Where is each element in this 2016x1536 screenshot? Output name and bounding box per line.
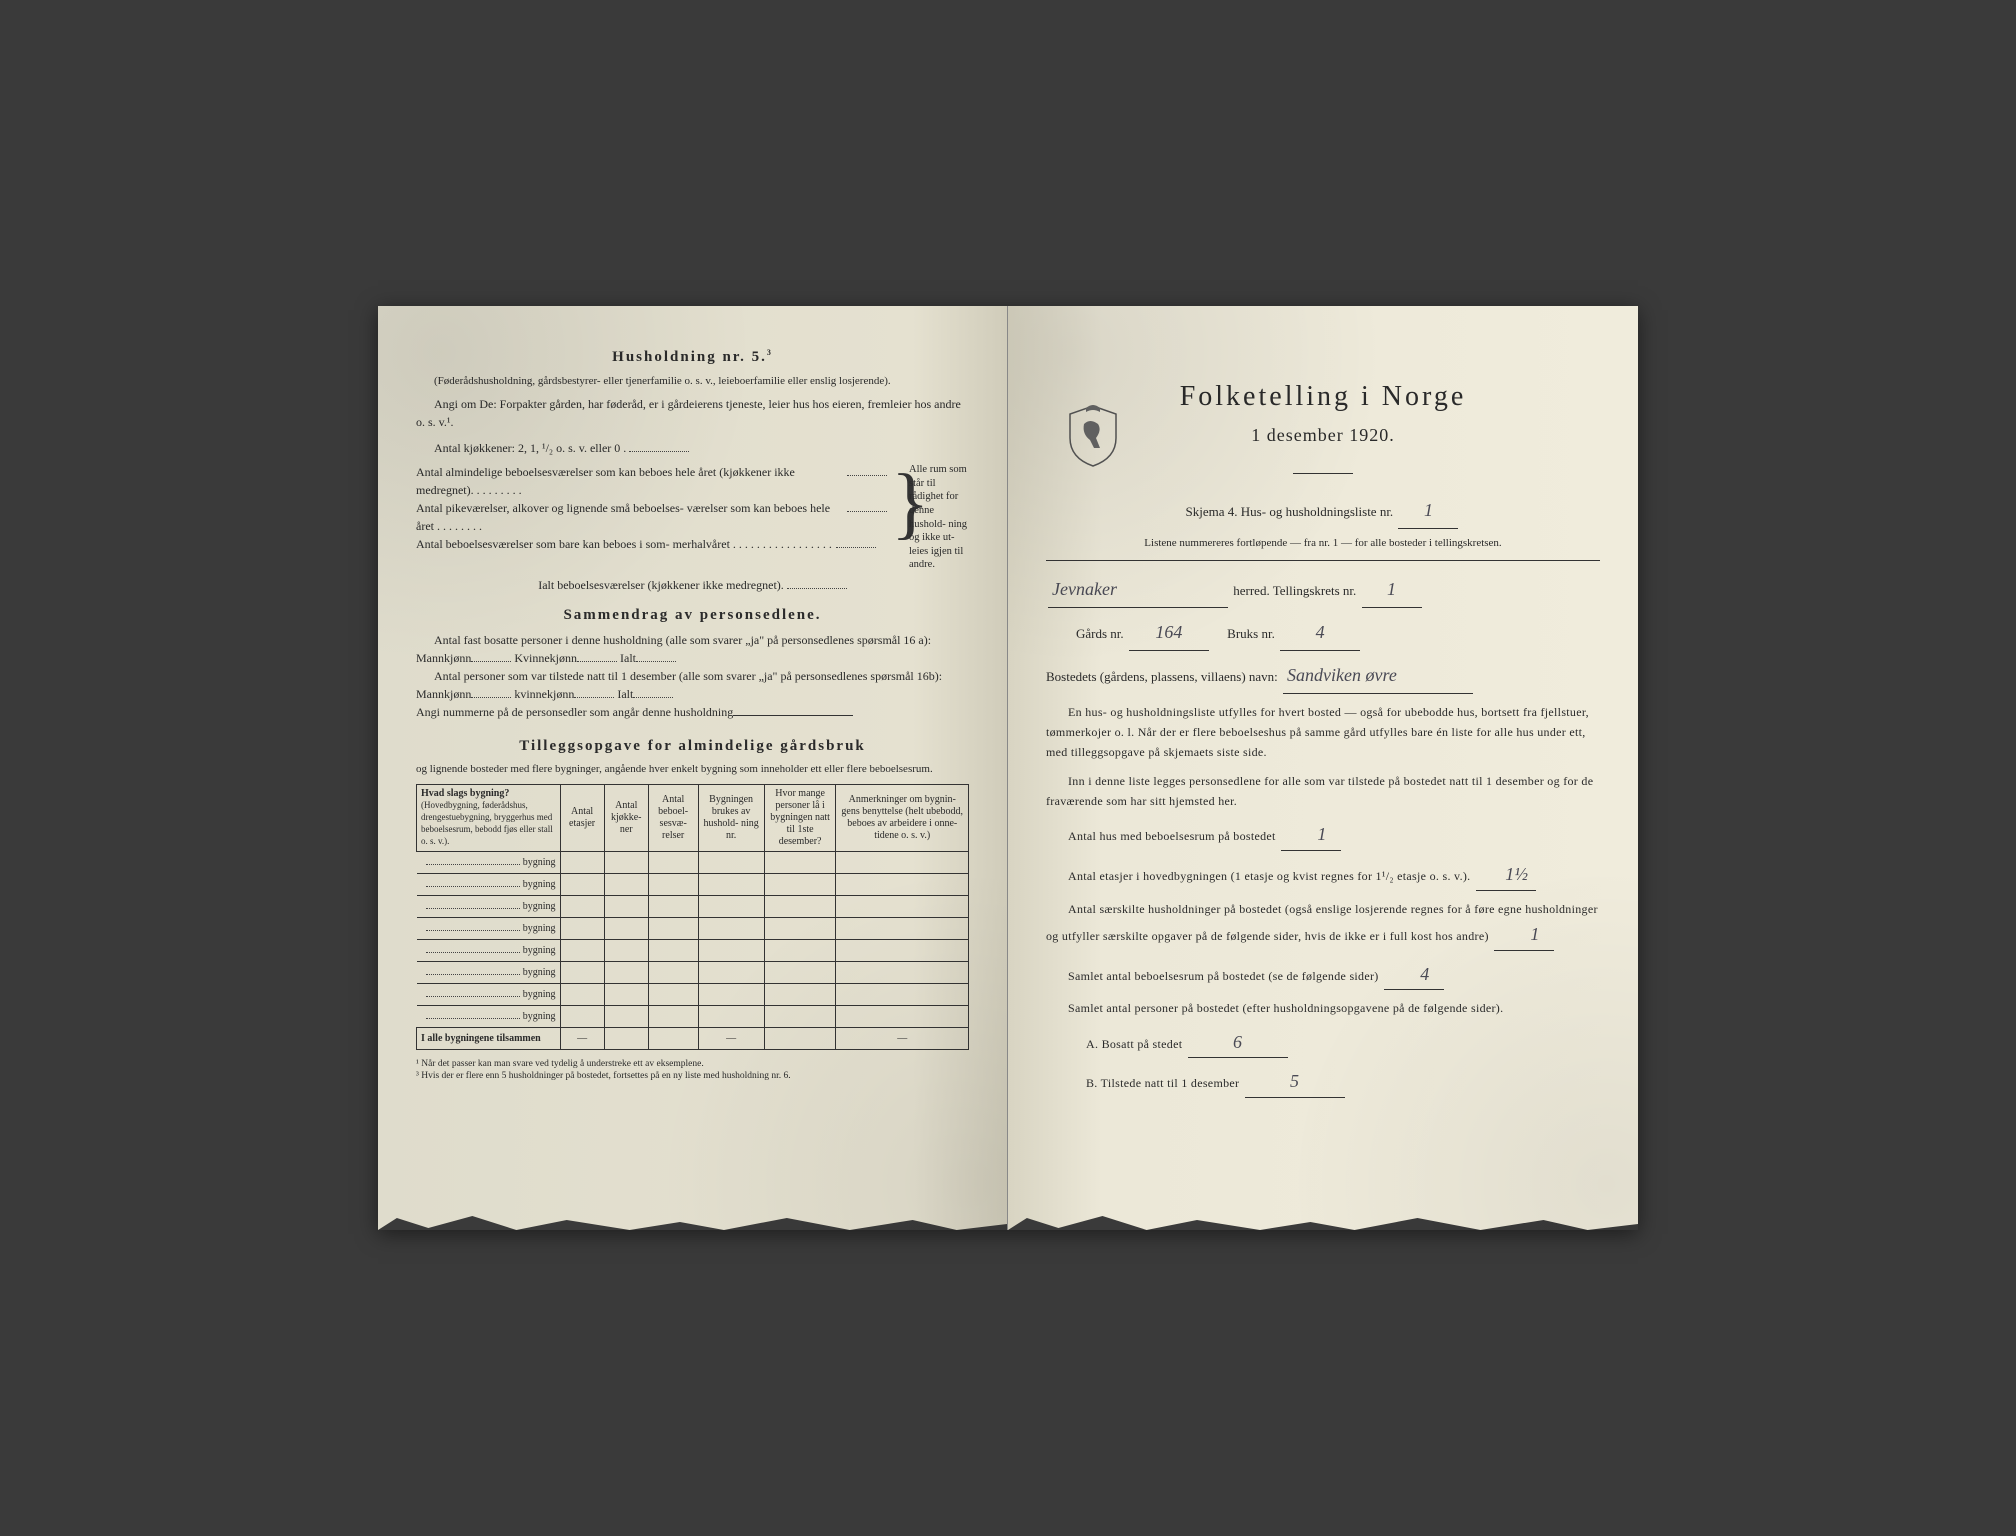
th-etasjer: Antal etasjer bbox=[560, 784, 604, 851]
table-row: bygning bbox=[417, 939, 969, 961]
torn-edge bbox=[378, 1210, 1007, 1230]
table-row: bygning bbox=[417, 917, 969, 939]
th-type: Hvad slags bygning? (Hovedbygning, føder… bbox=[417, 784, 561, 851]
table-row: bygning bbox=[417, 895, 969, 917]
torn-edge-right bbox=[1008, 1210, 1638, 1230]
field-krets-nr: 1 bbox=[1362, 571, 1422, 608]
table-row: bygning bbox=[417, 851, 969, 873]
divider-2 bbox=[1046, 560, 1600, 561]
field-aa: 6 bbox=[1188, 1027, 1288, 1059]
field-a3: 1 bbox=[1494, 919, 1554, 951]
field-skjema-nr: 1 bbox=[1398, 492, 1458, 529]
sub-foderads: (Føderådshusholdning, gårdsbestyrer- ell… bbox=[416, 373, 969, 390]
sub-tillegg: og lignende bosteder med flere bygninger… bbox=[416, 761, 969, 778]
field-a4: 4 bbox=[1384, 959, 1444, 991]
th-beboelse: Antal beboel- sesvæ- relser bbox=[648, 784, 698, 851]
left-page: Husholdning nr. 5.3 (Føderådshusholdning… bbox=[378, 306, 1008, 1230]
table-row: bygning bbox=[417, 983, 969, 1005]
q4-line: Samlet antal beboelsesrum på bostedet (s… bbox=[1046, 959, 1600, 991]
footnote-2: ³ Hvis der er flere enn 5 husholdninger … bbox=[416, 1070, 969, 1082]
ialt-row: Ialt beboelsesværelser (kjøkkener ikke m… bbox=[416, 576, 969, 594]
heading-husholdning: Husholdning nr. 5.3 bbox=[416, 346, 969, 369]
divider bbox=[1293, 473, 1353, 474]
field-a2: 1½ bbox=[1476, 859, 1536, 891]
field-a1: 1 bbox=[1281, 819, 1341, 851]
title-date: 1 desember 1920. bbox=[1046, 422, 1600, 449]
right-page: Folketelling i Norge 1 desember 1920. Sk… bbox=[1008, 306, 1638, 1230]
herred-line: Jevnaker herred. Tellingskrets nr. 1 bbox=[1046, 571, 1600, 608]
heading-tillegg: Tilleggsopgave for almindelige gårdsbruk bbox=[416, 735, 969, 758]
sd-line-1: Antal fast bosatte personer i denne hush… bbox=[416, 631, 969, 667]
para-1: En hus- og husholdningsliste utfylles fo… bbox=[1046, 702, 1600, 763]
sd-line-2: Antal personer som var tilstede natt til… bbox=[416, 667, 969, 703]
para-2: Inn i denne liste legges personsedlene f… bbox=[1046, 771, 1600, 812]
q2-line: Antal etasjer i hovedbygningen (1 etasje… bbox=[1046, 859, 1600, 891]
brace-row-1: Antal almindelige beboelsesværelser som … bbox=[416, 463, 887, 499]
table-row: bygning bbox=[417, 873, 969, 895]
skjema-line: Skjema 4. Hus- og husholdningsliste nr. … bbox=[1046, 492, 1600, 529]
field-ab: 5 bbox=[1245, 1066, 1345, 1098]
field-herred: Jevnaker bbox=[1048, 571, 1228, 608]
table-row: bygning bbox=[417, 1005, 969, 1027]
coat-of-arms-icon bbox=[1066, 404, 1120, 468]
title-main: Folketelling i Norge bbox=[1046, 376, 1600, 418]
footnote-1: ¹ Når det passer kan man svare ved tydel… bbox=[416, 1058, 969, 1070]
th-brukes: Bygningen brukes av hushold- ning nr. bbox=[698, 784, 764, 851]
qa-line: A. Bosatt på stedet 6 bbox=[1046, 1027, 1600, 1059]
brace-row-3: Antal beboelsesværelser som bare kan beb… bbox=[416, 535, 887, 553]
field-bruks-nr: 4 bbox=[1280, 614, 1360, 651]
listene-note: Listene nummereres fortløpende — fra nr.… bbox=[1046, 535, 1600, 552]
gards-line: Gårds nr. 164 Bruks nr. 4 bbox=[1046, 614, 1600, 651]
qb-line: B. Tilstede natt til 1 desember 5 bbox=[1046, 1066, 1600, 1098]
q3-line: Antal særskilte husholdninger på bostede… bbox=[1046, 899, 1600, 951]
footnotes: ¹ Når det passer kan man svare ved tydel… bbox=[416, 1058, 969, 1083]
curly-brace-icon: } bbox=[891, 463, 905, 572]
field-gards-nr: 164 bbox=[1129, 614, 1209, 651]
bygning-table: Hvad slags bygning? (Hovedbygning, føder… bbox=[416, 784, 969, 1050]
brace-block: Antal almindelige beboelsesværelser som … bbox=[416, 463, 969, 572]
sd-line-3: Angi nummerne på de personsedler som ang… bbox=[416, 703, 969, 721]
field-bosted: Sandviken øvre bbox=[1283, 657, 1473, 694]
total-label: I alle bygningene tilsammen bbox=[417, 1027, 561, 1049]
th-kjokkener: Antal kjøkke- ner bbox=[604, 784, 648, 851]
document-spread: Husholdning nr. 5.3 (Føderådshusholdning… bbox=[378, 306, 1638, 1230]
table-row: bygning bbox=[417, 961, 969, 983]
th-personer: Hvor mange personer lå i bygningen natt … bbox=[764, 784, 836, 851]
q5-line: Samlet antal personer på bostedet (efter… bbox=[1046, 998, 1600, 1018]
line-kjokkener: Antal kjøkkener: 2, 1, ¹/₂ o. s. v. elle… bbox=[416, 439, 969, 457]
q1-line: Antal hus med beboelsesrum på bostedet 1 bbox=[1046, 819, 1600, 851]
bosted-line: Bostedets (gårdens, plassens, villaens) … bbox=[1046, 657, 1600, 694]
th-anmerk: Anmerkninger om bygnin- gens benyttelse … bbox=[836, 784, 969, 851]
brace-row-2: Antal pikeværelser, alkover og lignende … bbox=[416, 499, 887, 535]
line-angi: Angi om De: Forpakter gården, har føderå… bbox=[416, 395, 969, 431]
brace-side-text: Alle rum som står til rådighet for denne… bbox=[909, 463, 969, 572]
heading-sammendrag: Sammendrag av personsedlene. bbox=[416, 604, 969, 627]
